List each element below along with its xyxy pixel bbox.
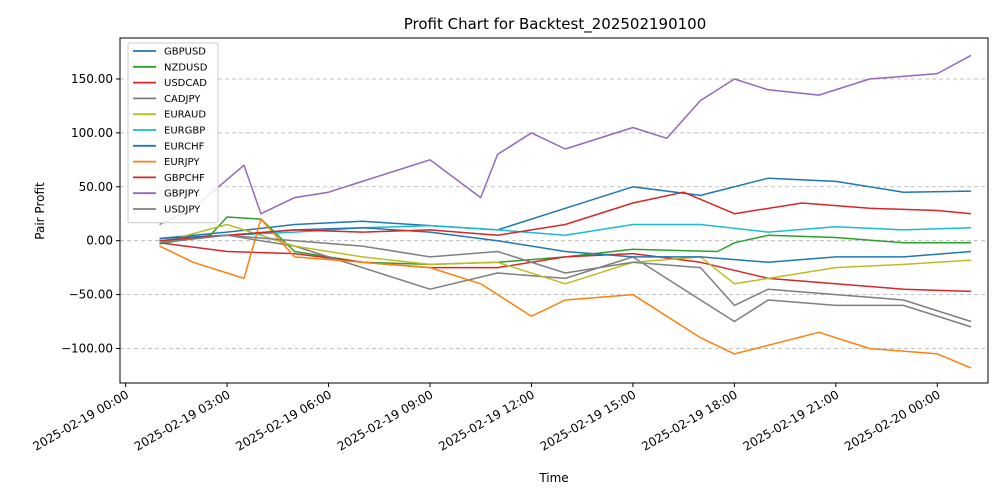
grid-lines [120, 78, 988, 349]
series-line-gbpusd [159, 177, 972, 240]
series-line-gbpjpy [159, 54, 972, 226]
legend-entry: GBPCHF [164, 173, 205, 184]
legend: GBPUSD NZDUSD USDCAD CADJPY EURAUD EURGBP EURC… [127, 42, 219, 224]
x-tick-label: 2025-02-19 00:00 [30, 387, 131, 453]
legend-entry: EURCHF [164, 141, 205, 152]
legend-entry: GBPJPY [164, 189, 200, 200]
y-tick-label: 150.00 [71, 72, 113, 86]
series-line-cadjpy [159, 234, 972, 328]
legend-entry: GBPUSD [164, 47, 206, 58]
x-tick-label: 2025-02-19 21:00 [741, 387, 842, 453]
series-line-nzdusd [159, 216, 972, 266]
x-tick-label: 2025-02-19 03:00 [132, 387, 233, 453]
legend-entry: USDCAD [164, 78, 207, 89]
legend-entry: EURJPY [164, 157, 200, 168]
series-line-eurgbp [159, 223, 972, 242]
series-line-usdcad [159, 242, 972, 293]
series-lines [159, 54, 972, 369]
series-line-eurjpy [159, 218, 972, 369]
legend-entry: EURAUD [164, 110, 206, 121]
y-tick-label: 0.00 [86, 234, 113, 248]
series-line-euraud [159, 223, 972, 285]
legend-entry: CADJPY [164, 94, 201, 105]
x-tick-label: 2025-02-20 00:00 [842, 387, 943, 453]
x-tick-label: 2025-02-19 06:00 [233, 387, 334, 453]
series-line-gbpchf [159, 191, 972, 242]
y-axis-ticks: −100.00 −50.00 0.00 50.00 100.00 150.00 [61, 72, 120, 356]
x-tick-label: 2025-02-19 15:00 [538, 387, 639, 453]
x-tick-label: 2025-02-19 12:00 [436, 387, 537, 453]
x-tick-label: 2025-02-19 09:00 [335, 387, 436, 453]
y-tick-label: −100.00 [61, 342, 113, 356]
y-tick-label: 100.00 [71, 126, 113, 140]
y-tick-label: 50.00 [79, 180, 113, 194]
legend-entry: EURGBP [164, 126, 205, 137]
x-axis-label: Time [538, 471, 568, 485]
series-line-usdjpy [159, 234, 972, 323]
x-axis-ticks: 2025-02-19 00:00 2025-02-19 03:00 2025-02-… [30, 383, 943, 454]
legend-entry: NZDUSD [164, 62, 208, 73]
plot-frame [119, 37, 989, 384]
x-tick-label: 2025-02-19 18:00 [639, 387, 740, 453]
y-tick-label: −50.00 [69, 288, 113, 302]
chart-title: Profit Chart for Backtest_202502190100 [404, 15, 707, 34]
legend-entry: USDJPY [164, 205, 201, 216]
y-axis-label: Pair Profit [33, 182, 47, 240]
